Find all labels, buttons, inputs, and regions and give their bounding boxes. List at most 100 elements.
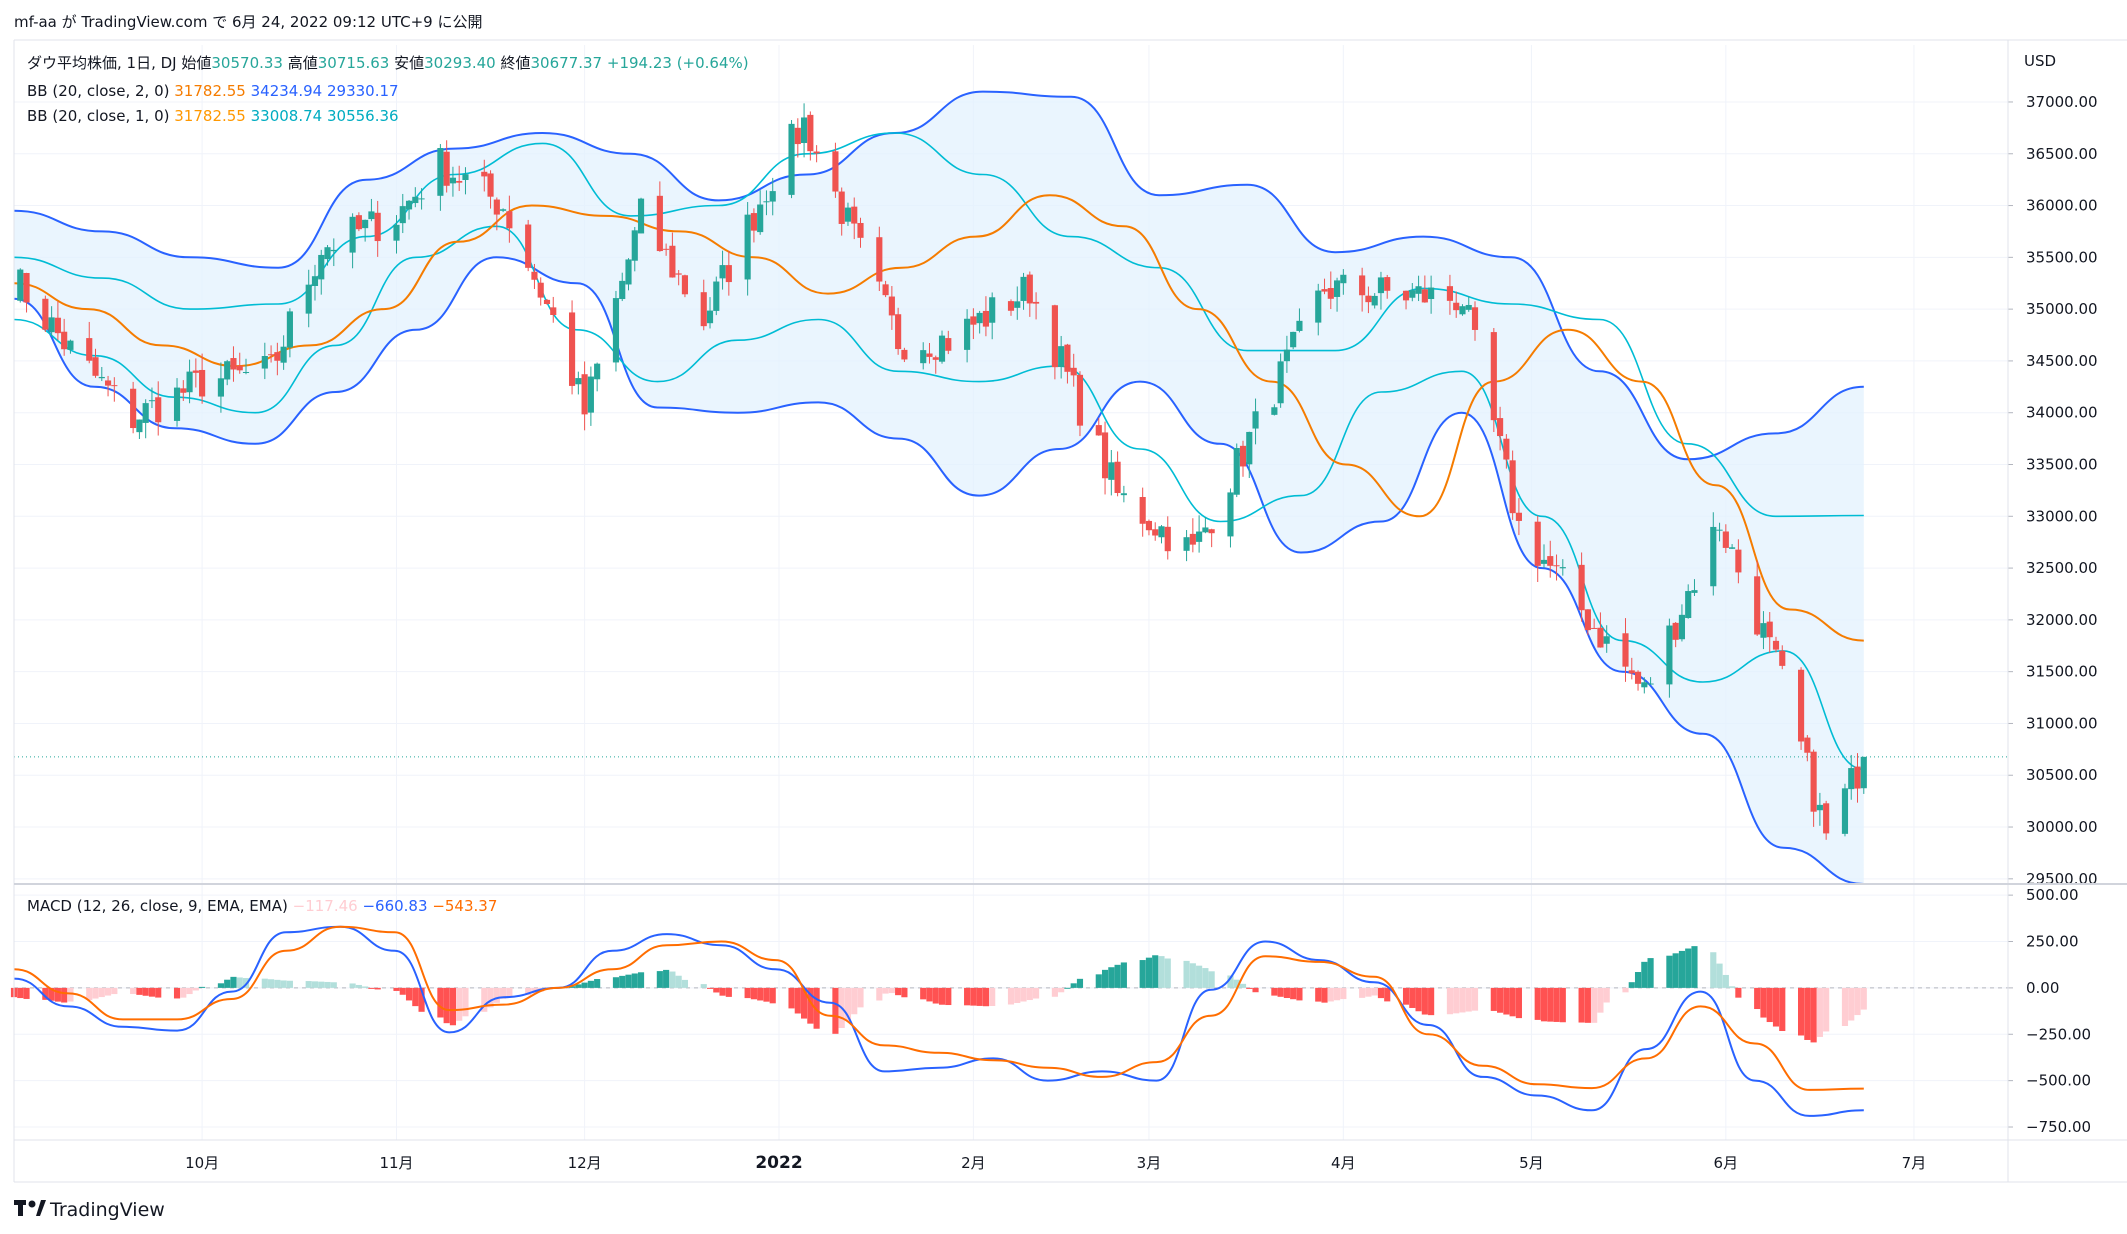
candle-body [1108, 462, 1115, 480]
change-value: +194.23 (+0.64%) [607, 54, 749, 72]
candle-body [876, 237, 883, 282]
candle [938, 330, 946, 364]
candle [148, 387, 156, 409]
macd-histogram-bar [851, 987, 858, 1015]
macd-histogram-bar [362, 986, 369, 988]
macd-histogram-bar [111, 987, 118, 995]
candle-body [1465, 304, 1472, 310]
candle [1277, 353, 1284, 408]
candle [1515, 498, 1522, 536]
candle [48, 306, 55, 337]
macd-histogram-bar [500, 987, 507, 999]
macd-histogram-bar [637, 972, 645, 988]
candle [86, 321, 93, 364]
candle [487, 170, 494, 209]
macd-histogram-bar [525, 987, 532, 996]
bb1-label[interactable]: BB (20, close, 1, 0) [27, 107, 169, 125]
bb2-label[interactable]: BB (20, close, 2, 0) [27, 82, 169, 100]
candle [807, 111, 814, 161]
candle [1296, 308, 1303, 333]
macd-histogram-bar [1779, 987, 1786, 1032]
time-axis[interactable]: 10月 11月 12月 2022 2月 3月 4月 5月 6月 7月 [185, 1153, 1926, 1173]
candle-body [1710, 526, 1717, 587]
candle [1007, 299, 1015, 316]
candle-body [305, 284, 312, 314]
candle [1064, 343, 1071, 384]
candle-body [725, 265, 732, 283]
macd-signal-value: −543.37 [432, 897, 497, 915]
macd-histogram-bar [876, 987, 883, 1001]
macd-histogram-bar [681, 979, 689, 988]
candle-body [405, 200, 413, 210]
bb2-lower-value: 29330.17 [327, 82, 399, 100]
candle [230, 346, 237, 382]
candle-body [1139, 497, 1146, 524]
candle [324, 245, 331, 266]
macd-histogram-bar [1628, 982, 1635, 988]
macd-label[interactable]: MACD (12, 26, close, 9, EMA, EMA) [27, 897, 288, 915]
candle [1246, 431, 1253, 479]
candle [675, 269, 682, 286]
candle-body [48, 317, 55, 333]
symbol-title[interactable]: ダウ平均株価, 1日, DJ [27, 54, 177, 72]
macd-axis[interactable]: 500.00 250.00 0.00 −250.00 −500.00 −750.00 [2008, 886, 2091, 1136]
candle [757, 190, 764, 235]
macd-histogram-bar [794, 987, 801, 1014]
macd-histogram-bar [807, 987, 814, 1024]
candle-body [813, 151, 820, 154]
candle [525, 219, 532, 272]
candle [1622, 618, 1629, 682]
candle-body [1515, 512, 1522, 521]
macd-histogram-bar [1735, 987, 1742, 998]
candle-body [1183, 537, 1190, 551]
macd-histogram-bar [462, 987, 469, 1017]
candle [1315, 283, 1322, 336]
macd-histogram-bar [1033, 987, 1040, 999]
candle [581, 361, 588, 431]
macd-histogram-bar [481, 987, 488, 1012]
price-axis[interactable]: 37000.00 36500.00 36000.00 35500.00 35000.00… [2008, 93, 2098, 888]
macd-histogram-bar [1014, 987, 1021, 1004]
candle-body [832, 151, 839, 192]
candle-body [1371, 295, 1378, 306]
time-tick-label: 2022 [755, 1153, 802, 1173]
candle-body [1641, 682, 1648, 688]
macd-histogram-bar [1622, 987, 1629, 993]
candle-body [1051, 305, 1058, 368]
macd-histogram-bar [1578, 987, 1585, 1023]
candle-body [895, 314, 902, 350]
macd-histogram-bar [1296, 987, 1303, 1001]
candle [788, 120, 795, 199]
candle-body [1145, 520, 1153, 531]
candle [368, 198, 375, 222]
price-tick-label: 35500.00 [2026, 248, 2098, 266]
candle-body [964, 318, 971, 350]
candle-body [1415, 286, 1422, 294]
candle [349, 213, 356, 269]
macd-histogram-bar [964, 987, 971, 1006]
candle-body [719, 265, 726, 279]
candle-body [1540, 559, 1548, 564]
candle [180, 380, 187, 401]
macd-histogram-bar [1007, 987, 1015, 1005]
candle-body [1735, 549, 1742, 573]
macd-histogram-bar [268, 979, 275, 988]
candle-body [368, 211, 375, 220]
candle [1421, 275, 1428, 303]
candle [136, 419, 143, 440]
macd-histogram-bar [1120, 962, 1127, 988]
candle [989, 292, 996, 340]
price-tick-label: 30500.00 [2026, 766, 2098, 784]
tradingview-logo[interactable]: TradingView [14, 1199, 165, 1221]
candle-body [807, 114, 814, 152]
candle-body [713, 281, 720, 311]
candle [1271, 404, 1278, 416]
macd-histogram-bar [1246, 987, 1253, 989]
macd-histogram-bar [675, 975, 682, 988]
candle-body [242, 371, 250, 373]
candle [1509, 450, 1516, 520]
candle-body [261, 356, 268, 369]
macd-histogram-bar [882, 987, 889, 994]
candle [1033, 292, 1040, 320]
macd-histogram-bar [1252, 987, 1259, 993]
